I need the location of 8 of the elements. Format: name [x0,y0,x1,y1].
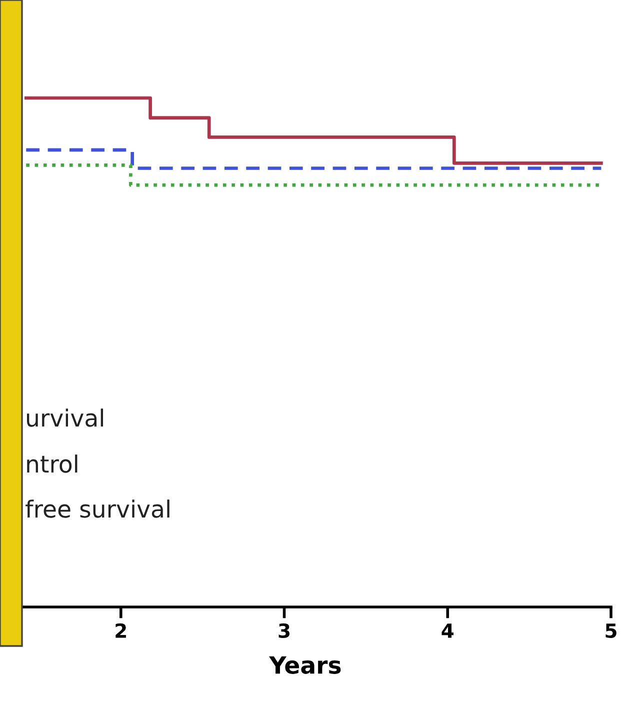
annotation: ntrol [27,454,78,473]
annotation: urvival [27,408,103,427]
x-tick-label: 2 [116,623,126,638]
x-axis-title: Years [268,656,341,674]
x-tick-label: 5 [606,624,616,638]
x-tick-label: 3 [278,623,290,638]
x-tick-label: 4 [442,624,454,638]
annotation: free survival [26,500,170,518]
